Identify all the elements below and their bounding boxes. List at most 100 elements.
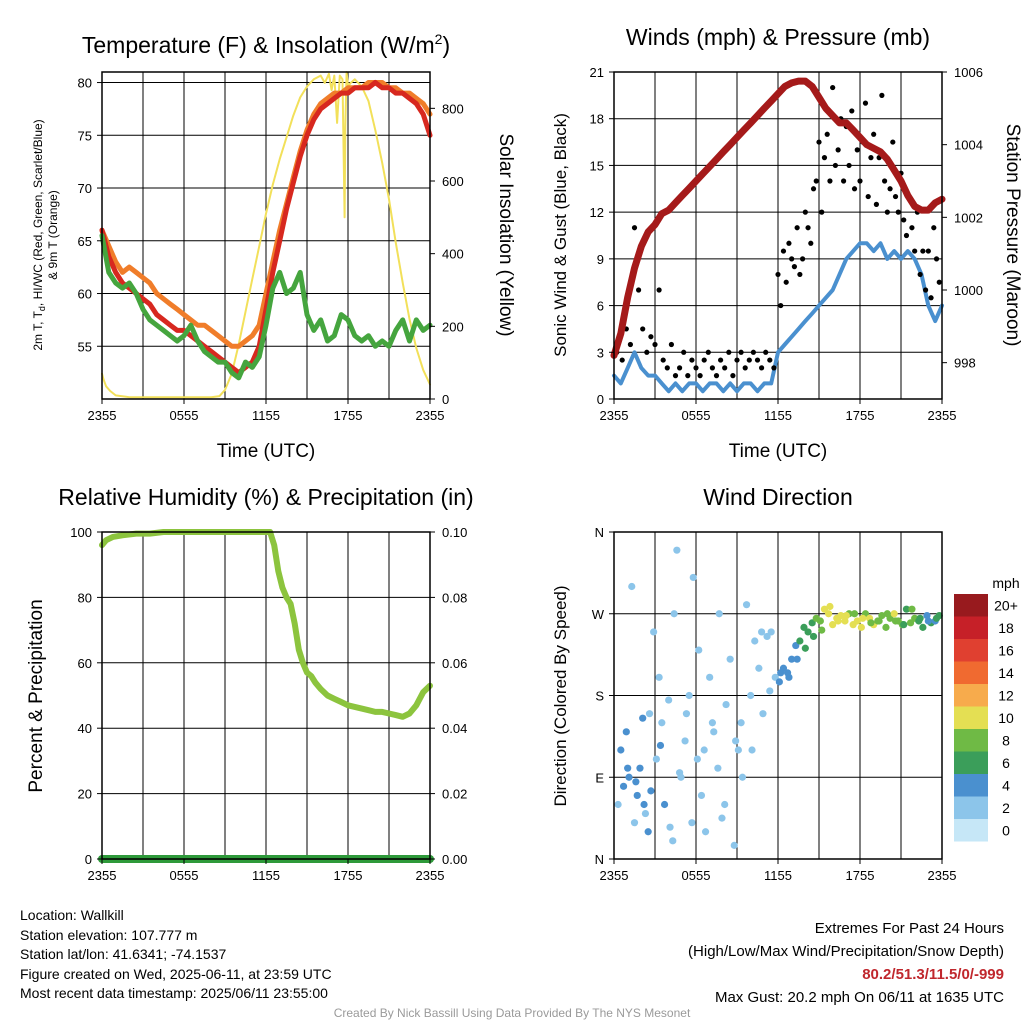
x-tick-label: 1155 <box>764 868 792 883</box>
gust-point <box>746 357 752 363</box>
y-tick-label: 75 <box>78 128 92 143</box>
direction-point <box>853 617 861 625</box>
colorbar-label: 18 <box>998 620 1014 636</box>
temp-ticks: 2355 0555 1155 1755 235555606570758002004006… <box>78 76 464 423</box>
y-tick-label: 9 <box>597 252 604 267</box>
direction-point <box>785 673 793 681</box>
gust-point <box>868 155 874 161</box>
temp-x-axis-label: Time (UTC) <box>217 441 316 462</box>
extremes-values: 80.2/51.3/11.5/0/-999 <box>862 966 1004 983</box>
direction-point <box>633 791 641 800</box>
direction-point <box>652 755 660 763</box>
direction-point <box>641 809 650 818</box>
y-tick-label: 100 <box>70 525 92 540</box>
gust-point <box>627 341 634 348</box>
colorbar-swatch <box>954 684 988 707</box>
y-right-tick-label: 998 <box>954 356 976 371</box>
temp_red-line <box>99 80 433 376</box>
gust-point <box>865 193 871 200</box>
gust-point <box>879 92 885 98</box>
direction-point <box>630 819 639 827</box>
direction-point <box>883 610 891 618</box>
x-tick-label: 1155 <box>252 868 280 883</box>
y-tick-label: 3 <box>597 345 604 360</box>
direction-point <box>700 746 708 754</box>
gust-point <box>917 271 923 278</box>
colorbar-label: 12 <box>998 687 1014 703</box>
direction-point <box>624 764 632 772</box>
winds-panel: Winds (mph) & Pressure (mb) 2355 0555 1155… <box>551 24 1023 462</box>
x-tick-label: 1755 <box>846 868 875 883</box>
direction-point <box>706 673 714 681</box>
direction-point <box>932 614 941 622</box>
y-tick-label: 18 <box>590 112 604 127</box>
x-tick-label: 0555 <box>682 408 711 423</box>
gust-point <box>802 209 808 215</box>
direction-point <box>681 737 689 745</box>
y-tick-label: 65 <box>78 234 92 249</box>
gust-point <box>830 84 836 91</box>
gust-point <box>862 100 869 106</box>
y-right-tick-label: 600 <box>442 174 464 189</box>
gust-point <box>835 147 841 153</box>
y-tick-label: 0 <box>597 392 604 407</box>
direction-point <box>916 614 924 622</box>
direction-point <box>816 617 824 625</box>
gust-point <box>912 248 918 254</box>
gust-point <box>685 373 691 379</box>
direction-point <box>722 700 730 709</box>
direction-point <box>670 610 678 618</box>
colorbar-label: 2 <box>1002 800 1010 816</box>
y-right-tick-label: 0.06 <box>442 656 467 671</box>
x-tick-label: 0555 <box>682 868 711 883</box>
colorbar-label: 10 <box>998 710 1014 726</box>
gust-point <box>636 287 642 293</box>
direction-point <box>777 669 785 677</box>
gust-point <box>931 225 937 231</box>
colorbar-label: 20+ <box>994 597 1018 613</box>
direction-point <box>755 664 763 672</box>
y-right-tick-label: 800 <box>442 101 464 116</box>
y-tick-label: 80 <box>78 590 92 605</box>
y-tick-label: 80 <box>78 76 92 91</box>
gust-point <box>800 256 806 262</box>
direction-point <box>834 617 842 625</box>
gust-point <box>726 349 732 355</box>
y-tick-label: 20 <box>78 787 92 802</box>
direction-point <box>640 800 648 809</box>
gust-point <box>742 365 748 371</box>
gust-point <box>775 271 781 278</box>
y-tick-label: 6 <box>597 299 604 314</box>
gust-point <box>644 349 650 355</box>
direction-point <box>748 746 756 754</box>
gust-point <box>871 131 877 137</box>
rh-ticks: 2355 0555 1155 1755 23550204060801000.000.02… <box>70 525 467 883</box>
gust-point <box>854 147 860 153</box>
gust-point <box>882 178 888 184</box>
colorbar-swatch <box>954 774 988 797</box>
gust-point <box>767 357 773 363</box>
dir-y-axis-label: Direction (Colored By Speed) <box>551 585 570 806</box>
gust-point <box>730 373 736 379</box>
gust-point <box>841 178 847 184</box>
direction-point <box>715 610 723 618</box>
direction-point <box>841 617 849 625</box>
gust-point <box>677 365 683 371</box>
gust-point <box>780 248 787 254</box>
direction-point <box>614 800 622 809</box>
rh-chart-title: Relative Humidity (%) & Precipitation (i… <box>58 484 473 510</box>
y-right-tick-label: 400 <box>442 247 464 262</box>
direction-point <box>923 611 931 620</box>
gust-point <box>813 178 819 184</box>
gust-point <box>849 108 855 114</box>
y-right-tick-label: 0 <box>442 392 449 407</box>
y-right-tick-label: 1006 <box>954 65 983 80</box>
gust-point <box>884 209 890 215</box>
gust-point <box>846 162 852 169</box>
temp-chart-title: Temperature (F) & Insolation (W/m2) <box>82 31 450 58</box>
gust-point <box>689 357 695 363</box>
station-location: Location: Wallkill <box>20 907 124 923</box>
gust-point <box>619 357 625 363</box>
gust-point <box>857 178 863 184</box>
x-tick-label: 2355 <box>928 408 957 423</box>
